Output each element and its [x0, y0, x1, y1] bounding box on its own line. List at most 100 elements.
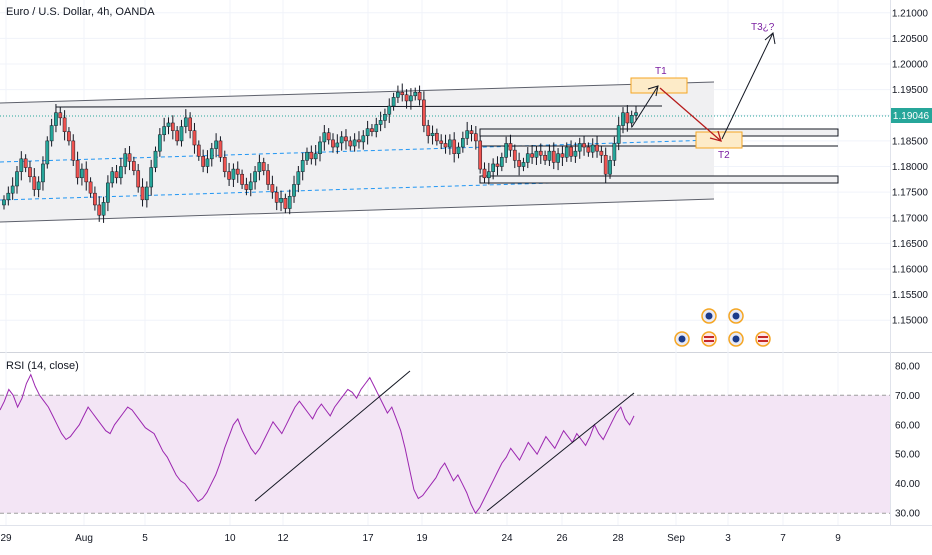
candle-body[interactable] — [543, 154, 547, 161]
candle-body[interactable] — [383, 114, 387, 121]
candle-body[interactable] — [140, 186, 145, 201]
candle-body[interactable] — [486, 171, 491, 179]
candle-body[interactable] — [465, 130, 470, 139]
candle-body[interactable] — [71, 140, 76, 161]
candle-body[interactable] — [634, 112, 638, 116]
candle-body[interactable] — [378, 120, 383, 125]
candle-body[interactable] — [84, 168, 89, 183]
candle-body[interactable] — [534, 150, 539, 158]
candle-body[interactable] — [179, 126, 184, 142]
candle-body[interactable] — [75, 160, 80, 179]
candle-body[interactable] — [54, 112, 58, 126]
candle-body[interactable] — [443, 143, 448, 148]
candle-body[interactable] — [153, 150, 158, 168]
candle-body[interactable] — [612, 143, 617, 161]
rsi-trendline-1[interactable] — [254, 370, 411, 502]
candle-body[interactable] — [266, 170, 270, 185]
candle-body[interactable] — [365, 128, 370, 137]
candle-body[interactable] — [357, 139, 361, 143]
candle-body[interactable] — [551, 150, 556, 163]
candle-body[interactable] — [538, 150, 543, 156]
candle-body[interactable] — [192, 130, 197, 146]
candle-body[interactable] — [110, 171, 115, 184]
candle-body[interactable] — [473, 133, 478, 142]
candle-body[interactable] — [240, 173, 244, 185]
price-axis[interactable]: 1.210001.205001.200001.195001.190001.185… — [892, 8, 929, 326]
candle-body[interactable] — [439, 140, 444, 144]
candle-body[interactable] — [413, 91, 418, 97]
candle-body[interactable] — [599, 150, 604, 156]
candle-body[interactable] — [257, 162, 262, 172]
candle-body[interactable] — [387, 105, 392, 115]
candle-body[interactable] — [231, 168, 236, 180]
candle-body[interactable] — [348, 140, 353, 147]
candle-body[interactable] — [603, 154, 608, 175]
candle-body[interactable] — [322, 132, 327, 143]
candle-body[interactable] — [629, 115, 634, 124]
candle-body[interactable] — [305, 151, 309, 161]
arrow-up-to-t1[interactable] — [631, 85, 659, 128]
candle-body[interactable] — [313, 153, 318, 160]
candle-body[interactable] — [339, 136, 344, 144]
candle-body[interactable] — [469, 130, 474, 134]
candle-body[interactable] — [93, 192, 97, 206]
candle-body[interactable] — [430, 132, 435, 137]
candle-body[interactable] — [19, 158, 24, 172]
candle-body[interactable] — [292, 184, 296, 197]
candle-body[interactable] — [80, 168, 84, 179]
candle-body[interactable] — [62, 117, 67, 132]
candle-body[interactable] — [499, 157, 504, 167]
candle-body[interactable] — [621, 112, 625, 126]
us-event-flag-icon[interactable] — [755, 331, 771, 347]
candle-body[interactable] — [569, 146, 573, 157]
candle-body[interactable] — [205, 158, 210, 167]
candle-body[interactable] — [508, 143, 513, 151]
eu-event-flag-icon[interactable] — [728, 331, 744, 347]
candle-body[interactable] — [36, 181, 41, 190]
candle-body[interactable] — [344, 136, 348, 142]
candle-body[interactable] — [274, 191, 279, 203]
us-event-flag-icon[interactable] — [701, 331, 717, 347]
candle-body[interactable] — [58, 112, 63, 119]
candle-body[interactable] — [248, 181, 253, 190]
candle-body[interactable] — [270, 184, 275, 193]
candle-body[interactable] — [391, 97, 396, 107]
candle-body[interactable] — [512, 149, 517, 161]
candle-body[interactable] — [616, 125, 621, 144]
candle-body[interactable] — [149, 167, 154, 188]
candle-body[interactable] — [101, 202, 106, 216]
candle-body[interactable] — [10, 185, 15, 194]
candle-body[interactable] — [352, 139, 357, 147]
candle-body[interactable] — [318, 141, 322, 154]
candle-body[interactable] — [166, 122, 171, 127]
candle-body[interactable] — [370, 128, 374, 132]
candle-body[interactable] — [41, 163, 45, 183]
candle-body[interactable] — [136, 170, 141, 188]
candle-body[interactable] — [6, 192, 11, 201]
candle-body[interactable] — [127, 153, 132, 162]
candle-body[interactable] — [608, 160, 612, 175]
candle-body[interactable] — [417, 91, 422, 101]
candle-body[interactable] — [300, 160, 305, 172]
candle-body[interactable] — [132, 161, 136, 171]
candle-body[interactable] — [2, 199, 6, 206]
candle-body[interactable] — [162, 126, 167, 136]
candle-body[interactable] — [170, 122, 175, 131]
candle-body[interactable] — [491, 163, 496, 172]
candle-body[interactable] — [573, 150, 578, 157]
candle-body[interactable] — [448, 139, 452, 148]
candle-body[interactable] — [409, 95, 413, 102]
channel-mid-dashed-upper[interactable] — [0, 139, 715, 163]
economic-events[interactable] — [674, 308, 771, 347]
candle-body[interactable] — [97, 204, 102, 216]
candle-body[interactable] — [504, 143, 508, 158]
candle-body[interactable] — [326, 132, 331, 141]
candle-body[interactable] — [404, 94, 409, 102]
candle-body[interactable] — [218, 140, 223, 158]
candle-body[interactable] — [183, 117, 188, 127]
candle-body[interactable] — [222, 157, 227, 172]
candle-body[interactable] — [45, 140, 50, 165]
candle-body[interactable] — [114, 171, 119, 179]
candle-body[interactable] — [32, 176, 37, 190]
candle-body[interactable] — [422, 99, 426, 126]
